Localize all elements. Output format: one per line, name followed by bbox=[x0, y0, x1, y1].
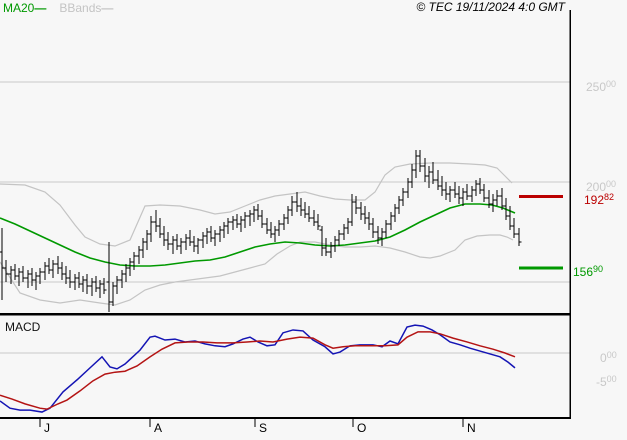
price-axis-label-250: 25000 bbox=[586, 79, 617, 94]
bbands-legend-dash-icon: — bbox=[101, 1, 113, 15]
x-axis-label-august: A bbox=[154, 421, 163, 435]
ma20-legend-dash-icon: — bbox=[34, 1, 46, 15]
copyright-text: © TEC 19/11/2024 4:0 GMT bbox=[416, 0, 565, 14]
price-axis-label-200: 20000 bbox=[586, 179, 617, 194]
support-level-label: 15690 bbox=[573, 264, 604, 280]
x-axis-label-june: J bbox=[44, 421, 50, 435]
ma20-legend-label: MA20 bbox=[3, 1, 35, 15]
resistance-level-label: 19282 bbox=[584, 192, 615, 208]
legend: MA20— BBands— bbox=[3, 1, 113, 15]
macd-panel-label: MACD bbox=[5, 320, 41, 334]
macd-axis-label-0: 000 bbox=[600, 350, 617, 365]
x-axis-label-october: O bbox=[357, 421, 367, 435]
bbands-legend-label: BBands bbox=[59, 1, 102, 15]
x-axis-label-september: S bbox=[259, 421, 268, 435]
x-axis-label-november: N bbox=[467, 421, 476, 435]
macd-axis-label-neg5: -500 bbox=[596, 374, 617, 389]
